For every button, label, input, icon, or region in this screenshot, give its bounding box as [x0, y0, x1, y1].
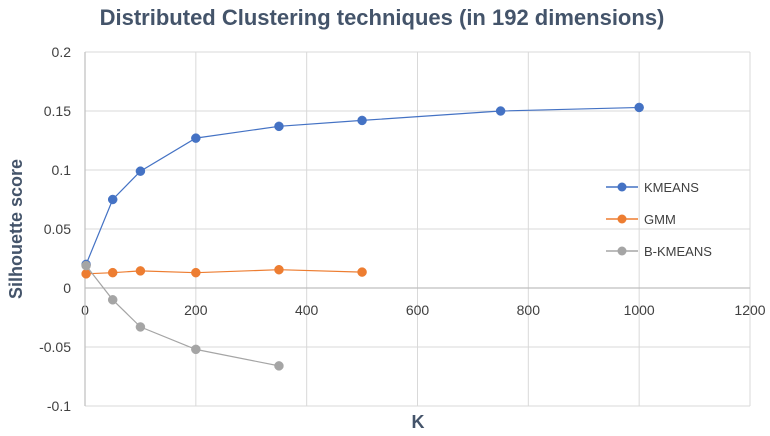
legend-marker — [617, 246, 627, 256]
y-tick-label: -0.05 — [39, 339, 71, 355]
legend-label: KMEANS — [644, 180, 699, 195]
x-tick-label: 400 — [295, 302, 319, 318]
data-point-gmm — [191, 267, 201, 278]
data-point-kmeans — [191, 133, 201, 143]
y-tick-label: 0 — [63, 280, 71, 296]
data-point-b-kmeans — [274, 361, 284, 371]
y-tick-label: 0.15 — [44, 103, 71, 119]
grid — [84, 51, 751, 407]
data-point-gmm — [107, 267, 118, 278]
x-tick-label: 200 — [184, 302, 208, 318]
data-point-kmeans — [107, 194, 118, 205]
legend-label: B-KMEANS — [644, 244, 712, 259]
chart-title: Distributed Clustering techniques (in 19… — [100, 5, 665, 30]
x-tick-label: 600 — [406, 302, 430, 318]
legend-item-gmm: GMM — [606, 212, 676, 227]
legend-item-kmeans: KMEANS — [606, 180, 699, 195]
data-point-b-kmeans — [191, 344, 201, 355]
data-point-kmeans — [357, 115, 367, 126]
series-line-kmeans — [85, 106, 640, 265]
data-point-kmeans — [634, 102, 644, 113]
x-tick-label: 1200 — [734, 302, 765, 318]
data-point-kmeans — [274, 121, 284, 132]
series-line-b-kmeans — [85, 265, 280, 367]
legend: KMEANS GMM B-KMEANS — [606, 180, 712, 259]
y-axis-title: Silhouette score — [6, 159, 26, 299]
data-point-b-kmeans — [135, 322, 146, 332]
y-tick-label: -0.1 — [47, 398, 71, 414]
y-tick-label: 0.2 — [52, 44, 72, 60]
legend-marker — [617, 182, 627, 192]
legend-marker — [617, 214, 627, 224]
data-point-gmm — [81, 269, 91, 279]
y-tick-label: 0.1 — [52, 162, 72, 178]
series-gmm — [81, 264, 367, 279]
data-point-kmeans — [135, 166, 146, 176]
series-kmeans — [81, 102, 644, 270]
data-point-gmm — [357, 267, 367, 277]
data-point-gmm — [274, 264, 284, 275]
legend-item-b-kmeans: B-KMEANS — [606, 244, 712, 259]
legend-label: GMM — [644, 212, 676, 227]
data-point-b-kmeans — [81, 260, 91, 271]
data-point-kmeans — [495, 106, 506, 116]
series-b-kmeans — [81, 260, 284, 371]
series-line-gmm — [86, 269, 363, 275]
y-tick-label: 0.05 — [44, 221, 71, 237]
x-tick-label: 800 — [517, 302, 541, 318]
data-point-b-kmeans — [107, 295, 118, 305]
x-tick-label: 1000 — [624, 302, 655, 318]
axes: -0.1-0.0500.050.10.150.20200400600800100… — [39, 44, 766, 414]
x-axis-title: K — [412, 412, 425, 432]
data-point-gmm — [135, 266, 146, 276]
series-layer — [81, 102, 644, 371]
